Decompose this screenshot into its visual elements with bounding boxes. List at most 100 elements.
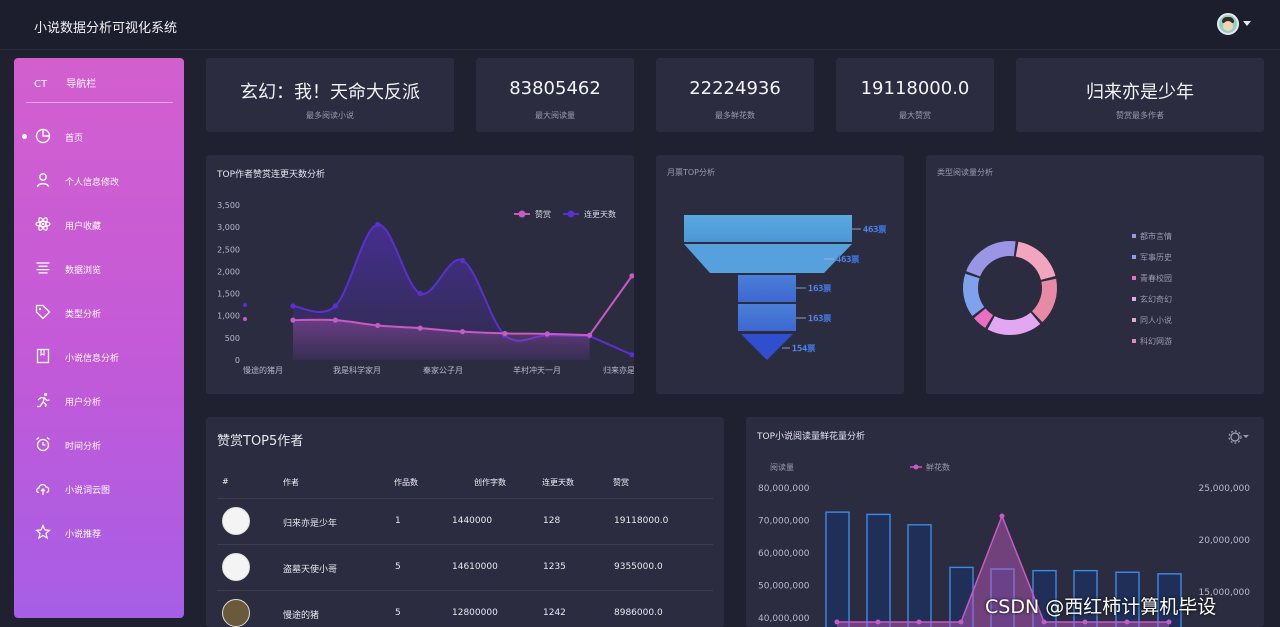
data-point xyxy=(290,317,296,323)
bar xyxy=(1115,571,1140,627)
data-point xyxy=(332,303,338,309)
table-cell-days: 128 xyxy=(543,516,561,526)
data-point xyxy=(1166,619,1172,625)
legend-series-1: 赞赏 xyxy=(535,209,551,219)
gear-icon[interactable] xyxy=(1228,430,1249,444)
sidebar-item-data-browse[interactable]: 数据浏览 xyxy=(14,254,184,282)
stat-label: 最大阅读量 xyxy=(535,111,575,120)
table-cell-reward: 9355000.0 xyxy=(614,562,663,572)
author-avatar xyxy=(222,599,250,627)
sidebar-item-label: 用户收藏 xyxy=(65,222,102,232)
funnel-label: 154票 xyxy=(792,344,815,353)
stat-card-most-read-novel: 玄幻：我！天命大反派 最多阅读小说 xyxy=(206,58,454,132)
funnel-segment xyxy=(684,215,852,242)
donut-slice xyxy=(963,273,985,316)
chart-title: 月票TOP分析 xyxy=(667,168,716,177)
sidebar-divider xyxy=(26,102,173,103)
table-cell-author: 盗墓天使小哥 xyxy=(283,565,338,575)
data-point xyxy=(544,331,550,337)
funnel-label: 463票 xyxy=(863,225,886,234)
chart-legend[interactable]: 赞赏 连更天数 xyxy=(514,209,616,219)
table-header-author: 作者 xyxy=(283,478,299,487)
x-tick-label: 羊村冲天一月 xyxy=(513,365,561,375)
sidebar-item-type-analysis[interactable]: 类型分析 xyxy=(14,298,184,326)
sidebar-item-label: 数据浏览 xyxy=(65,266,102,276)
data-point xyxy=(459,257,466,263)
stat-card-max-reads: 83805462 最大阅读量 xyxy=(476,58,634,132)
y-tick-label: 1,000 xyxy=(217,312,240,321)
bar xyxy=(1157,573,1182,627)
funnel-segment xyxy=(738,304,796,331)
series-line-1 xyxy=(292,318,590,337)
legend-series-2[interactable]: 鲜花数 xyxy=(926,462,950,472)
data-point xyxy=(958,619,964,625)
sidebar-item-recommend[interactable]: 小说推荐 xyxy=(14,518,184,546)
table-cell-works: 5 xyxy=(395,562,401,572)
funnel-chart: 463票 463票 163票 163票 154票 xyxy=(684,215,887,360)
x-tick-label: 我是科学家月 xyxy=(333,365,381,375)
bar xyxy=(1032,569,1057,627)
table-cell-reward: 19118000.0 xyxy=(614,516,669,526)
app-title: 小说数据分析可视化系统 xyxy=(34,21,178,36)
legend-swatch xyxy=(1132,318,1136,322)
sidebar-item-word-cloud[interactable]: 小说词云图 xyxy=(14,474,184,502)
data-point xyxy=(459,329,466,335)
sidebar-item-time-analysis[interactable]: 时间分析 xyxy=(14,430,184,458)
line-area xyxy=(837,516,1169,627)
table-header-days: 连更天数 xyxy=(542,478,574,487)
sidebar-header: CT 导航栏 xyxy=(34,75,96,90)
legend-series-1[interactable]: 阅读量 xyxy=(770,462,794,472)
table-header-works: 作品数 xyxy=(394,478,418,487)
y-tick-label: 2,000 xyxy=(217,267,240,276)
legend-series-2: 连更天数 xyxy=(584,209,616,219)
chart-title: TOP作者赞赏连更天数分析 xyxy=(217,170,326,180)
sidebar-item-user-analysis[interactable]: 用户分析 xyxy=(14,386,184,414)
table-divider xyxy=(217,590,713,591)
data-point xyxy=(999,513,1005,519)
alarm-clock-icon xyxy=(35,436,51,452)
table-cell-author: 归来亦是少年 xyxy=(283,519,338,529)
data-point xyxy=(834,619,840,625)
x-tick-label: 慢途的猪月 xyxy=(243,365,283,375)
y-tick-label-left: 80,000,000 xyxy=(758,484,810,494)
y-tick-label: 3,500 xyxy=(217,201,240,210)
y-tick-label-right: 25,000,000 xyxy=(1198,484,1250,494)
data-point xyxy=(375,322,381,329)
chevron-down-icon[interactable] xyxy=(1243,21,1251,26)
sidebar: CT 导航栏 首页 个人信息修改 用户收藏 数据浏览 类型分析 小说信息分析 用… xyxy=(14,58,184,618)
author-avatar xyxy=(222,507,250,535)
table-cell-reward: 8986000.0 xyxy=(614,608,663,618)
bar xyxy=(825,511,850,627)
tag-icon xyxy=(35,304,51,320)
sidebar-item-home[interactable]: 首页 xyxy=(14,122,184,150)
funnel-label: 463票 xyxy=(836,255,859,264)
table-title: 赞赏TOP5作者 xyxy=(217,434,304,449)
data-point xyxy=(417,290,423,297)
table-cell-works: 1 xyxy=(395,516,401,526)
user-avatar[interactable] xyxy=(1217,13,1239,35)
sidebar-item-novel-analysis[interactable]: 小说信息分析 xyxy=(14,342,184,370)
sidebar-item-label: 小说词云图 xyxy=(65,486,111,496)
y-tick-label: 3,000 xyxy=(217,223,240,232)
bar xyxy=(907,524,932,627)
sidebar-item-label: 个人信息修改 xyxy=(65,178,120,188)
donut-slice xyxy=(966,241,1016,277)
stat-value: 22224936 xyxy=(689,78,781,99)
y-tick-label-left: 70,000,000 xyxy=(758,517,810,527)
table-cell-words: 14610000 xyxy=(452,562,498,572)
data-point xyxy=(629,273,634,279)
sidebar-item-profile[interactable]: 个人信息修改 xyxy=(14,166,184,194)
data-point xyxy=(417,325,423,331)
y-tick-label-left: 60,000,000 xyxy=(758,549,810,559)
funnel-segment xyxy=(738,275,796,302)
author-trend-card: TOP作者赞赏连更天数分析 赞赏 连更天数 0 500 1,000 1,500 2,00… xyxy=(206,155,634,394)
data-point xyxy=(629,352,634,358)
data-point xyxy=(375,221,381,228)
y-tick-label: 0 xyxy=(235,356,240,365)
sidebar-item-label: 时间分析 xyxy=(65,442,102,452)
legend-label: 都市言情 xyxy=(1140,231,1172,241)
sidebar-item-favorites[interactable]: 用户收藏 xyxy=(14,210,184,238)
bar xyxy=(1073,569,1098,627)
table-header-reward: 赞赏 xyxy=(613,478,629,487)
cloud-upload-icon xyxy=(35,480,51,496)
